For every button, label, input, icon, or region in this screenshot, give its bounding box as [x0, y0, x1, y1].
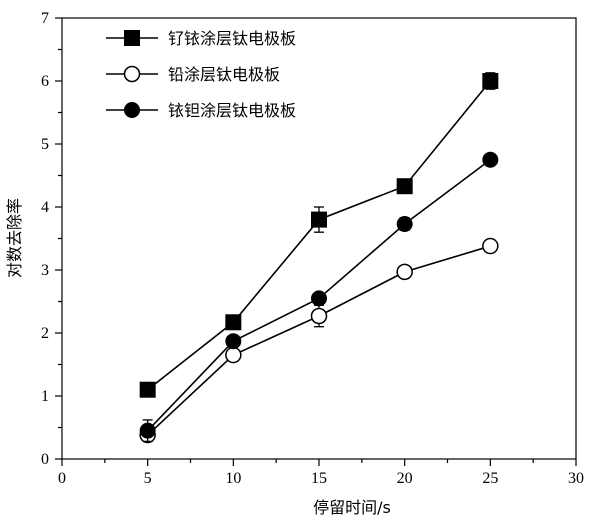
data-point [139, 422, 156, 439]
data-point [396, 178, 413, 195]
series-line [147, 245, 491, 436]
y-tick-label: 3 [41, 262, 49, 279]
series-2 [139, 237, 499, 444]
legend-label: 铅涂层钛电极板 [168, 65, 280, 84]
y-tick-label: 0 [41, 451, 49, 468]
y-tick-label: 2 [41, 325, 49, 342]
legend-marker [124, 102, 140, 118]
legend-label: 铱钽涂层钛电极板 [168, 101, 296, 120]
series-layer [139, 72, 499, 444]
data-point [482, 151, 499, 168]
legend-item-1: 钌铱涂层钛电极板 [106, 29, 296, 48]
legend-marker [124, 30, 140, 46]
y-tick-label: 6 [41, 73, 49, 90]
legend-item-2: 铅涂层钛电极板 [106, 65, 280, 84]
y-axis-title: 对数去除率 [5, 198, 24, 278]
data-point [396, 263, 413, 281]
data-point [482, 237, 499, 255]
y-tick-label: 1 [41, 388, 49, 405]
series-1 [139, 72, 499, 398]
x-tick-label: 10 [225, 470, 241, 487]
y-tick-label: 7 [41, 10, 49, 27]
legend-marker [123, 65, 141, 83]
x-tick-label: 20 [397, 470, 413, 487]
x-tick-label: 5 [144, 470, 152, 487]
series-3 [139, 151, 499, 443]
data-point [225, 346, 242, 364]
x-axis-title: 停留时间/s [313, 498, 391, 517]
y-tick-label: 4 [41, 199, 49, 216]
legend-label: 钌铱涂层钛电极板 [168, 29, 296, 48]
x-tick-label: 25 [482, 470, 498, 487]
y-tick-label: 5 [41, 136, 49, 153]
x-tick-label: 30 [568, 470, 584, 487]
data-point [311, 290, 327, 307]
data-point [482, 73, 499, 89]
data-point [396, 216, 413, 233]
series-line [147, 80, 491, 391]
legend-item-3: 铱钽涂层钛电极板 [106, 101, 296, 120]
data-point [310, 307, 328, 325]
x-tick-label: 15 [311, 470, 327, 487]
data-point [311, 211, 327, 228]
plot-frame [61, 17, 577, 460]
data-point [139, 381, 156, 398]
data-point [225, 333, 242, 350]
axes: 0 5 10 15 20 25 30 0 1 2 3 4 5 6 7 [41, 10, 584, 487]
data-point [225, 314, 242, 331]
x-tick-label: 0 [58, 470, 66, 487]
